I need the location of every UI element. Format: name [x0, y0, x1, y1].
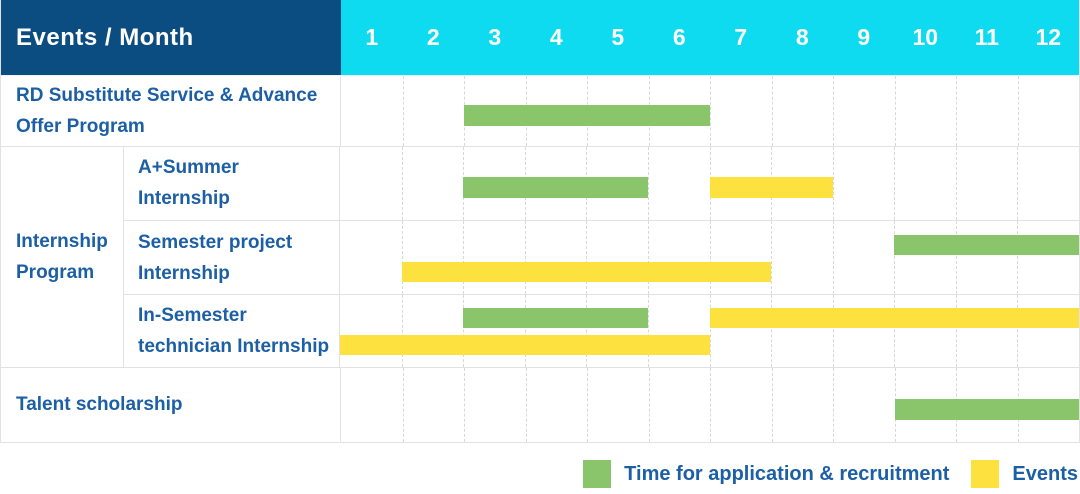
gantt-bar-green-a_summer [463, 177, 648, 199]
month-gridline [525, 367, 527, 442]
gantt-bar-green-talent [894, 398, 1079, 420]
row-label-semester-project-internship: Semester project Internship [124, 221, 340, 294]
month-header-12: 12 [1035, 24, 1062, 50]
month-header-7: 7 [734, 24, 748, 50]
month-gridline [709, 294, 711, 367]
month-gridline [1017, 146, 1019, 221]
month-gridline [402, 367, 404, 442]
table-header-row: Events / Month 1 2 3 4 5 6 7 8 9 10 11 12 [1, 0, 1079, 75]
month-gridline [401, 221, 403, 294]
month-header-11: 11 [974, 24, 999, 50]
gantt-bar-green-in_semester [463, 307, 648, 328]
row-label-in-semester-technician-internship: In-Semester technician Internship [124, 294, 340, 367]
month-gridline [709, 221, 711, 294]
month-gridline [832, 221, 834, 294]
gantt-bar-green-semester [894, 234, 1079, 255]
month-gridline [832, 146, 834, 221]
month-header-4: 4 [549, 24, 563, 50]
month-gridline [401, 146, 403, 221]
legend-label-events: Events [1012, 462, 1078, 485]
month-gridline [771, 76, 773, 146]
month-gridline [955, 221, 957, 294]
month-gridline [833, 367, 834, 442]
row-label-a-summer-internship: A+Summer Internship [124, 146, 340, 221]
legend-item-events: Events [971, 460, 1078, 488]
month-gridline [771, 294, 773, 367]
timeline-cell-in-semester [340, 294, 1079, 367]
month-gridline [647, 221, 649, 294]
timeline-cell-rd-substitute [341, 76, 1079, 146]
month-gridline [647, 146, 649, 221]
legend-swatch-green [583, 460, 612, 488]
month-gridline [955, 146, 957, 221]
month-gridline [771, 367, 773, 442]
month-gridline [1017, 76, 1019, 146]
month-gridline [463, 294, 465, 367]
month-gridline [1017, 221, 1019, 294]
row-talent-scholarship: Talent scholarship [1, 366, 1079, 442]
month-gridline [586, 221, 588, 294]
month-header-9: 9 [857, 24, 871, 50]
month-gridline [710, 367, 711, 442]
month-gridline [894, 76, 896, 146]
month-gridline [710, 76, 711, 146]
month-header-5: 5 [611, 24, 625, 50]
row-group-internship-program: Internship Program A+Summer Internship S… [1, 145, 1079, 367]
gantt-bar-yellow-in_semester [709, 307, 1079, 328]
row-label-rd-substitute: RD Substitute Service & Advance Offer Pr… [1, 76, 341, 146]
group-label-internship-program: Internship Program [1, 146, 124, 367]
month-gridline [894, 221, 896, 294]
row-rd-substitute: RD Substitute Service & Advance Offer Pr… [1, 75, 1079, 146]
month-header-3: 3 [488, 24, 502, 50]
legend-label-application-recruitment: Time for application & recruitment [624, 462, 950, 485]
row-in-semester-technician-internship: In-Semester technician Internship [124, 293, 1079, 367]
month-gridline [402, 76, 404, 146]
month-header-1: 1 [365, 24, 379, 50]
month-gridline [894, 146, 896, 221]
month-gridline [955, 294, 957, 367]
gantt-bar-yellow-semester [401, 261, 772, 282]
month-header-6: 6 [672, 24, 686, 50]
header-events-month-cell: Events / Month [1, 0, 341, 75]
month-gridline [586, 294, 588, 367]
month-gridline [648, 367, 650, 442]
month-header-8: 8 [795, 24, 809, 50]
timeline-cell-a-summer [340, 146, 1079, 221]
legend-swatch-yellow [971, 460, 1000, 488]
timeline-cell-talent-scholarship [341, 367, 1079, 442]
internship-subrows: A+Summer Internship Semester project Int… [124, 146, 1079, 367]
month-header-10: 10 [912, 24, 939, 50]
month-gridline [771, 221, 773, 294]
gantt-bar-yellow-a_summer [709, 177, 833, 199]
month-gridline [464, 367, 465, 442]
month-gridline [524, 294, 526, 367]
month-gridline [463, 221, 465, 294]
gantt-bar-yellow-in_semester [340, 334, 710, 355]
row-semester-project-internship: Semester project Internship [124, 220, 1079, 294]
month-gridline [832, 294, 834, 367]
month-gridline [1017, 294, 1019, 367]
row-a-summer-internship: A+Summer Internship [124, 146, 1079, 221]
month-gridline [833, 76, 834, 146]
legend-item-application-recruitment: Time for application & recruitment [583, 460, 949, 488]
month-gridline [587, 367, 588, 442]
month-gridline [956, 76, 957, 146]
timeline-cell-semester-project [340, 221, 1079, 294]
legend: Time for application & recruitment Event… [0, 460, 1080, 488]
month-header-strip: 1 2 3 4 5 6 7 8 9 10 11 12 [341, 0, 1079, 75]
month-gridline [524, 221, 526, 294]
events-month-table: Events / Month 1 2 3 4 5 6 7 8 9 10 11 12 RD Substi… [0, 0, 1080, 443]
month-header-2: 2 [426, 24, 440, 50]
month-gridline [894, 294, 896, 367]
month-gridline [647, 294, 649, 367]
gantt-bar-green-rd [464, 104, 710, 126]
row-label-talent-scholarship: Talent scholarship [1, 367, 341, 442]
month-gridline [401, 294, 403, 367]
